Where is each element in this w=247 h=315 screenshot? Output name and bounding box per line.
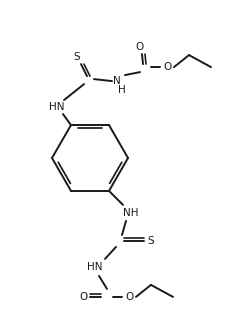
Text: N: N [113,76,121,86]
Text: S: S [148,236,154,246]
Text: HN: HN [49,102,65,112]
Text: O: O [163,62,171,72]
Text: O: O [79,292,87,302]
Text: HN: HN [87,262,103,272]
Text: S: S [74,52,80,62]
Text: O: O [125,292,133,302]
Text: H: H [118,85,126,95]
Text: NH: NH [123,208,139,218]
Text: O: O [135,42,143,52]
